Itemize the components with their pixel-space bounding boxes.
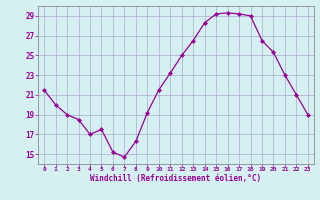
X-axis label: Windchill (Refroidissement éolien,°C): Windchill (Refroidissement éolien,°C)	[91, 174, 261, 183]
